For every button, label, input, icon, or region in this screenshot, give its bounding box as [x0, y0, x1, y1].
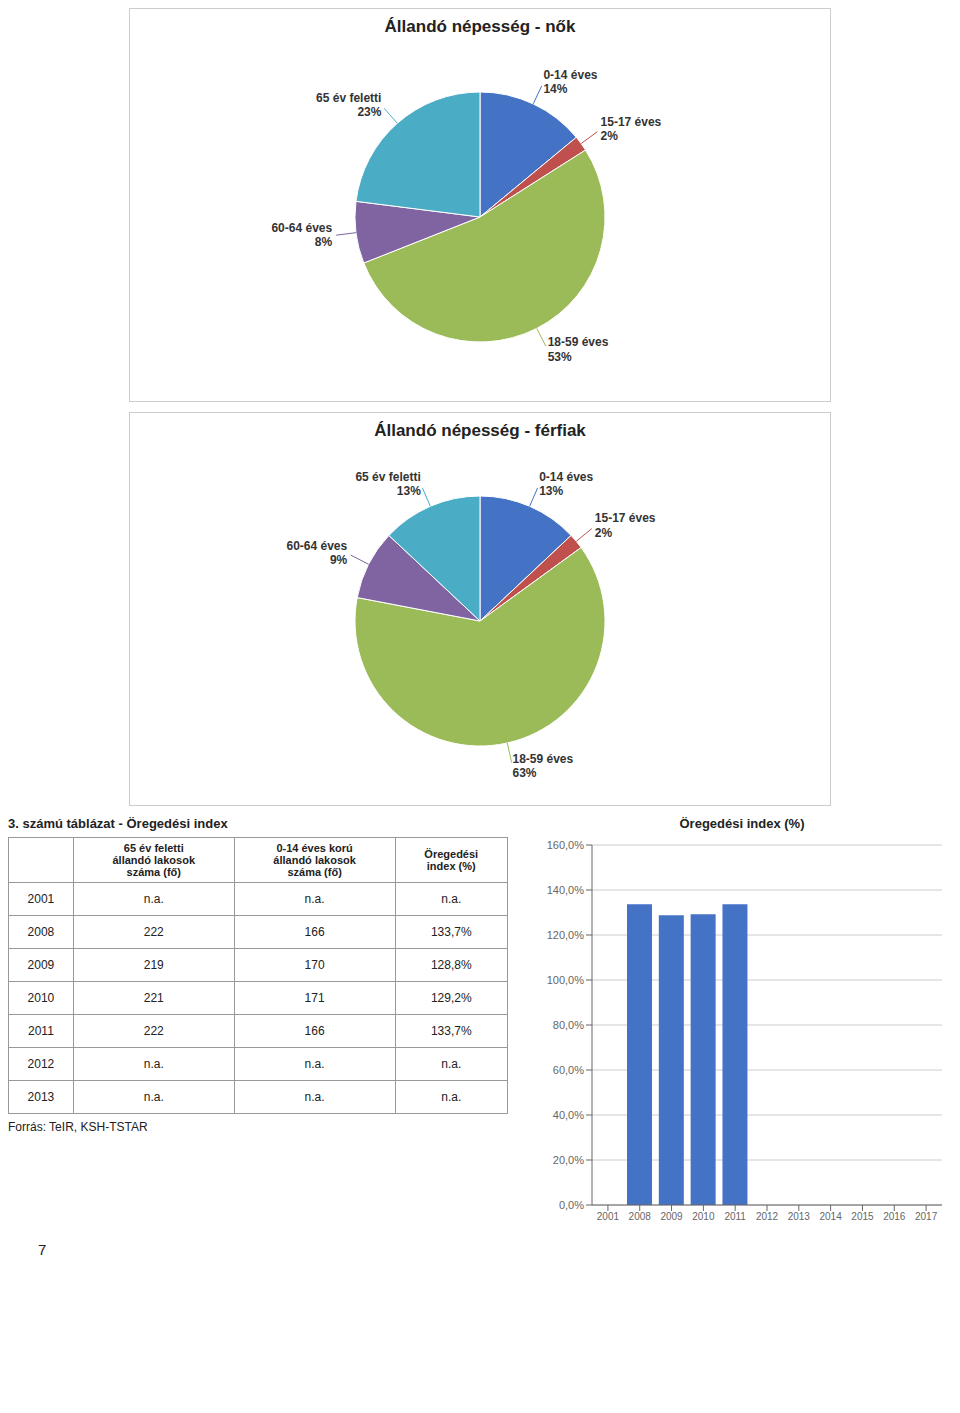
- html-text:2001: 2001: [27, 892, 55, 906]
- svg-text:0,0%: 0,0%: [559, 1199, 584, 1211]
- html-text:222: 222: [143, 1024, 164, 1038]
- html-text:n.a.: n.a.: [441, 892, 462, 906]
- svg-text:15-17 éves2%: 15-17 éves2%: [595, 511, 656, 539]
- svg-text:100,0%: 100,0%: [547, 974, 585, 986]
- svg-text:2017: 2017: [915, 1211, 938, 1222]
- html-text:2012: 2012: [27, 1057, 55, 1071]
- html-text:2008: 2008: [27, 925, 55, 939]
- html-text:2009: 2009: [27, 958, 55, 972]
- svg-text:20,0%: 20,0%: [553, 1154, 584, 1166]
- html-text:129,2%: 129,2%: [430, 991, 472, 1005]
- svg-text:65 év feletti13%: 65 év feletti13%: [355, 470, 421, 498]
- html-text:65 év feletti állandó lakosok: 65 év feletti állandó lakosok száma (fő): [112, 842, 195, 878]
- svg-text:2012: 2012: [756, 1211, 779, 1222]
- html-text:n.a.: n.a.: [143, 1057, 164, 1071]
- html-text:171: 171: [304, 991, 325, 1005]
- html-text:221: 221: [143, 991, 164, 1005]
- svg-text:80,0%: 80,0%: [553, 1019, 584, 1031]
- html-text:166: 166: [304, 925, 325, 939]
- html-text:128,8%: 128,8%: [430, 958, 472, 972]
- html-text:n.a.: n.a.: [304, 1057, 325, 1071]
- html-text:Forrás: TeIR, KSH-TSTAR: Forrás: TeIR, KSH-TSTAR: [8, 1120, 148, 1134]
- html-text:n.a.: n.a.: [143, 1090, 164, 1104]
- html-text:n.a.: n.a.: [143, 892, 164, 906]
- svg-text:0-14 éves13%: 0-14 éves13%: [539, 470, 593, 498]
- html-text:0-14 éves korú állandó lakosok: 0-14 éves korú állandó lakosok száma (fő…: [273, 842, 356, 878]
- html-text:Állandó népesség - férfiak: Állandó népesség - férfiak: [374, 421, 586, 440]
- svg-text:2008: 2008: [629, 1211, 652, 1222]
- svg-text:18-59 éves63%: 18-59 éves63%: [513, 752, 574, 780]
- html-text:133,7%: 133,7%: [430, 1024, 472, 1038]
- svg-text:2013: 2013: [788, 1211, 811, 1222]
- svg-text:120,0%: 120,0%: [547, 929, 585, 941]
- svg-text:60,0%: 60,0%: [553, 1064, 584, 1076]
- svg-text:2001: 2001: [597, 1211, 620, 1222]
- html-text:n.a.: n.a.: [441, 1057, 462, 1071]
- svg-text:18-59 éves53%: 18-59 éves53%: [548, 335, 609, 363]
- svg-text:2011: 2011: [724, 1211, 746, 1222]
- html-text:7: 7: [38, 1241, 47, 1258]
- svg-text:2009: 2009: [660, 1211, 683, 1222]
- svg-text:2014: 2014: [820, 1211, 843, 1222]
- svg-text:0-14 éves14%: 0-14 éves14%: [543, 68, 597, 96]
- svg-text:60-64 éves8%: 60-64 éves8%: [271, 221, 332, 249]
- svg-text:2016: 2016: [883, 1211, 906, 1222]
- html-text:219: 219: [143, 958, 164, 972]
- svg-text:15-17 éves2%: 15-17 éves2%: [601, 115, 662, 143]
- html-text:Állandó népesség - nők: Állandó népesség - nők: [384, 17, 576, 36]
- html-text:Öregedési index (%): Öregedési index (%): [679, 816, 805, 831]
- html-text:166: 166: [304, 1024, 325, 1038]
- svg-text:2010: 2010: [692, 1211, 715, 1222]
- html-text:n.a.: n.a.: [441, 1090, 462, 1104]
- html-text:2013: 2013: [27, 1090, 55, 1104]
- html-text:222: 222: [143, 925, 164, 939]
- html-text:2010: 2010: [27, 991, 55, 1005]
- html-text:n.a.: n.a.: [304, 892, 325, 906]
- svg-text:140,0%: 140,0%: [547, 884, 585, 896]
- html-text:170: 170: [304, 958, 325, 972]
- html-text:2011: 2011: [28, 1024, 54, 1038]
- svg-text:65 év feletti23%: 65 év feletti23%: [316, 91, 382, 119]
- svg-text:2015: 2015: [851, 1211, 874, 1222]
- svg-text:60-64 éves9%: 60-64 éves9%: [287, 539, 348, 567]
- html-text:3. számú táblázat - Öregedési: 3. számú táblázat - Öregedési index: [8, 816, 228, 831]
- html-text:n.a.: n.a.: [304, 1090, 325, 1104]
- svg-text:160,0%: 160,0%: [547, 839, 585, 851]
- html-text:133,7%: 133,7%: [430, 925, 472, 939]
- html-text:Öregedési index (%): Öregedési index (%): [424, 848, 479, 872]
- svg-text:40,0%: 40,0%: [553, 1109, 584, 1121]
